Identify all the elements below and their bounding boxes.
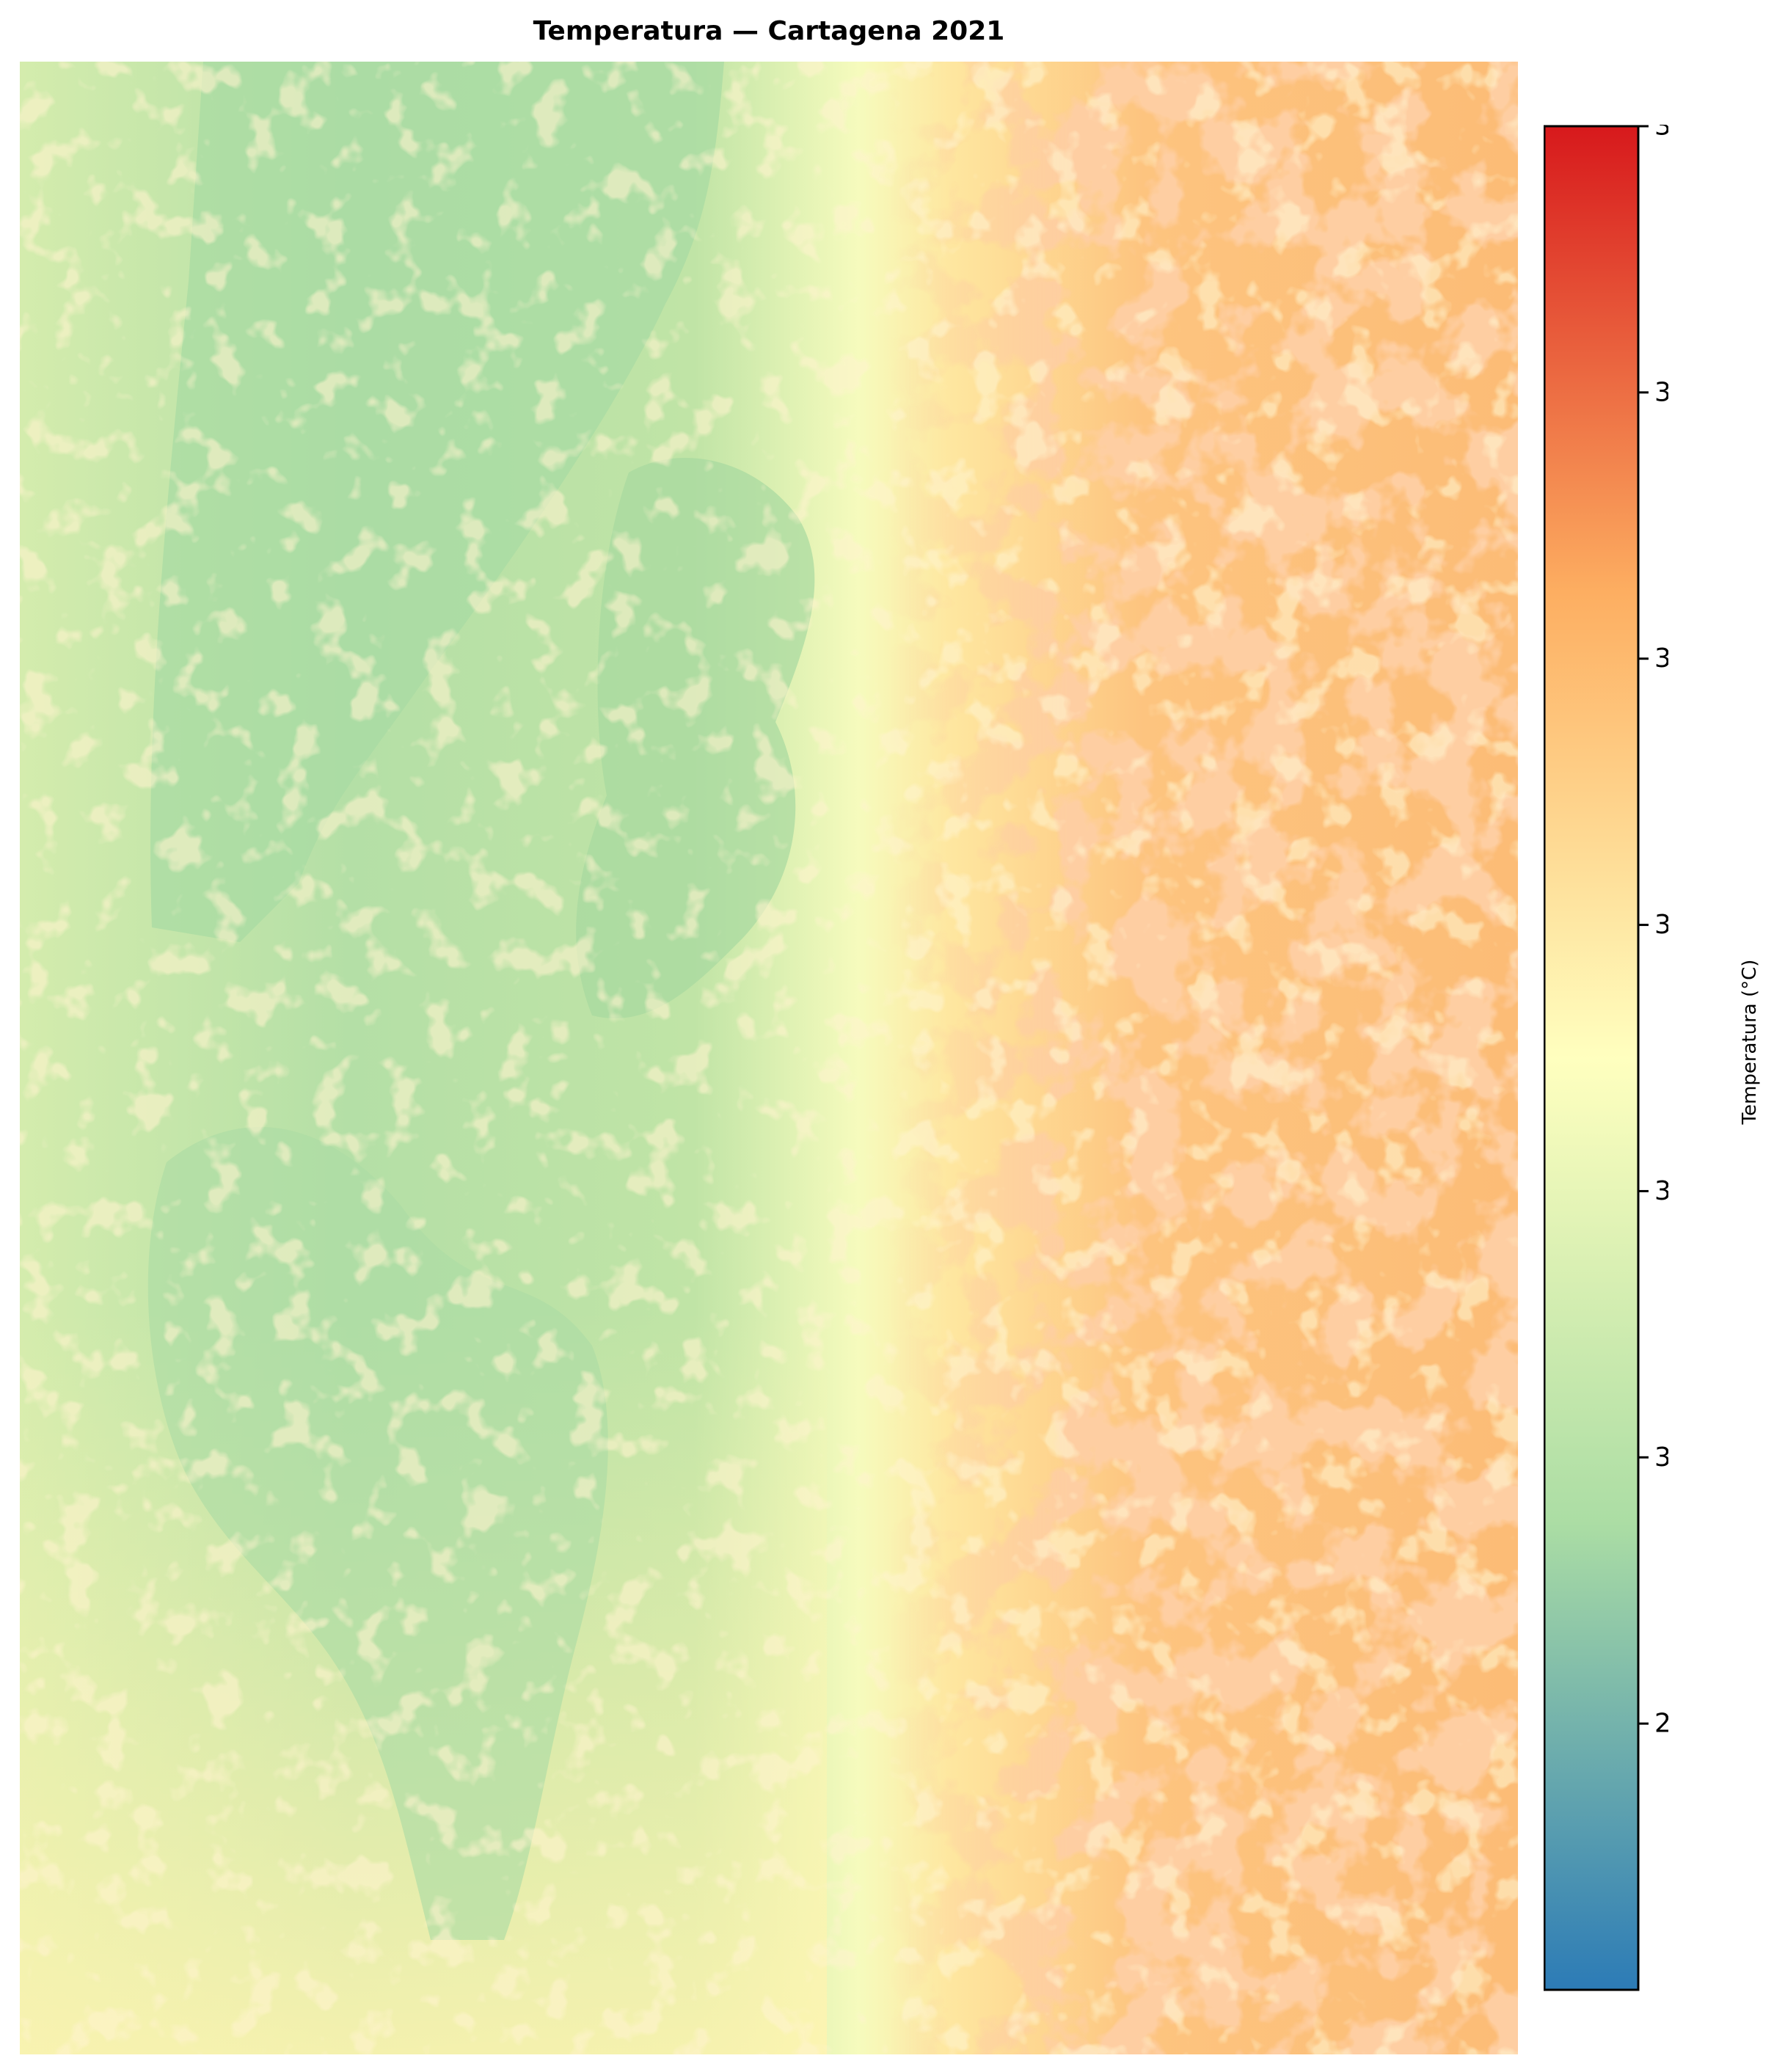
light-speckle xyxy=(20,62,1518,2054)
colorbar-tick-label: 30.6 xyxy=(1654,1176,1668,1206)
colorbar: 29.4 30.0 30.6 31.2 31.8 32.4 33.0 xyxy=(1544,125,1668,1991)
heatmap-plot xyxy=(20,62,1518,2054)
colorbar-label: Temperatura (°C) xyxy=(1739,959,1761,1125)
colorbar-tick-label: 29.4 xyxy=(1654,1709,1668,1739)
colorbar-tick-label: 31.2 xyxy=(1654,910,1668,940)
colorbar-gradient xyxy=(1544,125,1640,1991)
colorbar-tick-label: 33.0 xyxy=(1654,125,1668,142)
colorbar-tick-label: 30.0 xyxy=(1654,1442,1668,1473)
chart-title: Temperatura — Cartagena 2021 xyxy=(533,16,1005,46)
colorbar-tick-label: 31.8 xyxy=(1654,643,1668,674)
colorbar-ticks: 29.4 30.0 30.6 31.2 31.8 32.4 33.0 xyxy=(1638,125,1668,1739)
colorbar-tick-label: 32.4 xyxy=(1654,377,1668,407)
